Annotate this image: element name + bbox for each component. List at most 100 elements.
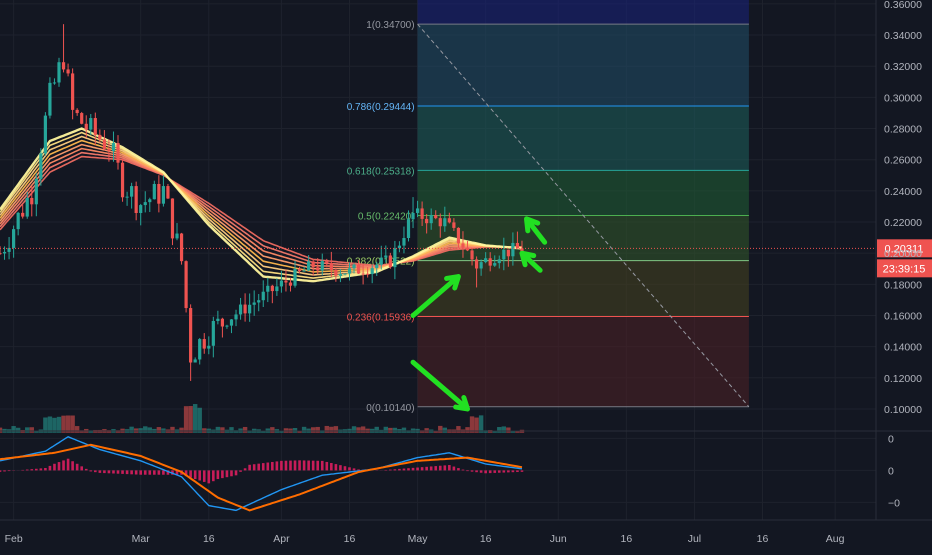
candle-body [303,271,306,272]
candle-body [48,83,51,116]
macd-histogram-bar [457,468,460,470]
time-tick-label: 16 [757,533,769,545]
macd-histogram-bar [207,470,210,483]
candle-body [221,319,224,327]
macd-histogram-bar [266,463,269,471]
macd-histogram-bar [412,468,415,471]
macd-histogram-bar [62,460,65,470]
macd-histogram-bar [498,470,501,472]
macd-histogram-bar [194,470,197,479]
candle-body [380,258,383,265]
candle-body [139,205,142,213]
macd-histogram-bar [480,470,483,472]
macd-histogram-bar [444,465,447,470]
fib-band [418,261,749,317]
candle-body [157,184,160,204]
volume-bar [179,428,183,433]
candle-body [280,281,283,287]
macd-tick-label: 0 [888,433,894,445]
candle-body [357,265,360,274]
candle-body [262,292,265,300]
volume-bar [302,427,306,433]
fib-level-label: 0.618(0.25318) [347,166,415,177]
candle-body [12,229,15,248]
macd-histogram-bar [226,470,229,477]
macd-histogram-bar [407,468,410,470]
candle-body [239,305,242,315]
volume-bar [384,427,388,433]
candle-body [57,62,60,82]
candle-body [162,186,165,204]
fib-level-label: 0.236(0.15936) [347,312,415,323]
candle-body [457,228,460,243]
candle-body [434,215,437,218]
candle-body [148,199,151,202]
price-tick-label: 0.24000 [884,186,922,198]
volume-bar [329,427,333,433]
volume-bar [470,416,474,432]
candle-body [189,308,192,362]
macd-histogram-bar [217,470,220,479]
macd-histogram-bar [121,470,124,474]
candle-body [17,213,20,229]
macd-histogram-bar [67,459,70,471]
candle-body [80,113,83,124]
volume-bar [61,416,65,433]
macd-histogram-bar [212,470,215,481]
candle-body [0,253,2,254]
macd-histogram-bar [58,462,61,470]
macd-histogram-bar [239,470,242,471]
macd-histogram-bar [421,467,424,470]
signal-line [0,445,522,511]
candle-body [516,243,519,248]
candle-body [339,274,342,276]
macd-histogram-bar [221,470,224,478]
macd-histogram-bar [80,466,83,470]
candle-body [203,339,206,349]
macd-tick-label: −0 [888,497,900,509]
candle-body [293,269,296,286]
candle-body [180,234,183,262]
macd-histogram-bar [71,461,74,470]
candle-body [475,259,478,268]
candle-body [425,219,428,223]
candle-body [352,265,355,269]
volume-bar [229,427,233,433]
macd-histogram-bar [434,466,437,470]
volume-bar [216,427,220,433]
macd-histogram-bar [503,470,506,472]
macd-histogram-bar [162,470,165,474]
volume-bar [75,426,79,433]
fib-band-top [418,0,749,24]
candle-body [112,143,115,151]
price-tick-label: 0.20000 [884,248,922,260]
volume-bar [438,426,442,433]
macd-histogram-bar [389,470,392,471]
macd-histogram-bar [321,461,324,471]
candle-body [484,258,487,262]
candle-body [384,256,387,258]
candle-body [416,208,419,213]
macd-histogram-bar [335,464,338,470]
macd-histogram-bar [312,461,315,471]
candle-body [307,261,310,270]
macd-histogram-bar [8,470,11,471]
macd-histogram-bar [425,467,428,471]
macd-histogram-bar [144,470,147,474]
macd-histogram-bar [139,470,142,474]
volume-bar [157,427,161,433]
candle-body [121,163,124,198]
price-tick-label: 0.14000 [884,342,922,354]
macd-histogram-bar [94,470,97,472]
volume-bar [129,427,133,433]
macd-histogram-bar [516,470,519,472]
volume-bar [479,415,483,432]
macd-histogram-bar [507,470,510,472]
candle-body [230,319,233,325]
volume-bar [402,428,406,433]
candle-body [289,282,292,285]
volume-bar [184,406,188,433]
volume-bar [143,426,147,432]
